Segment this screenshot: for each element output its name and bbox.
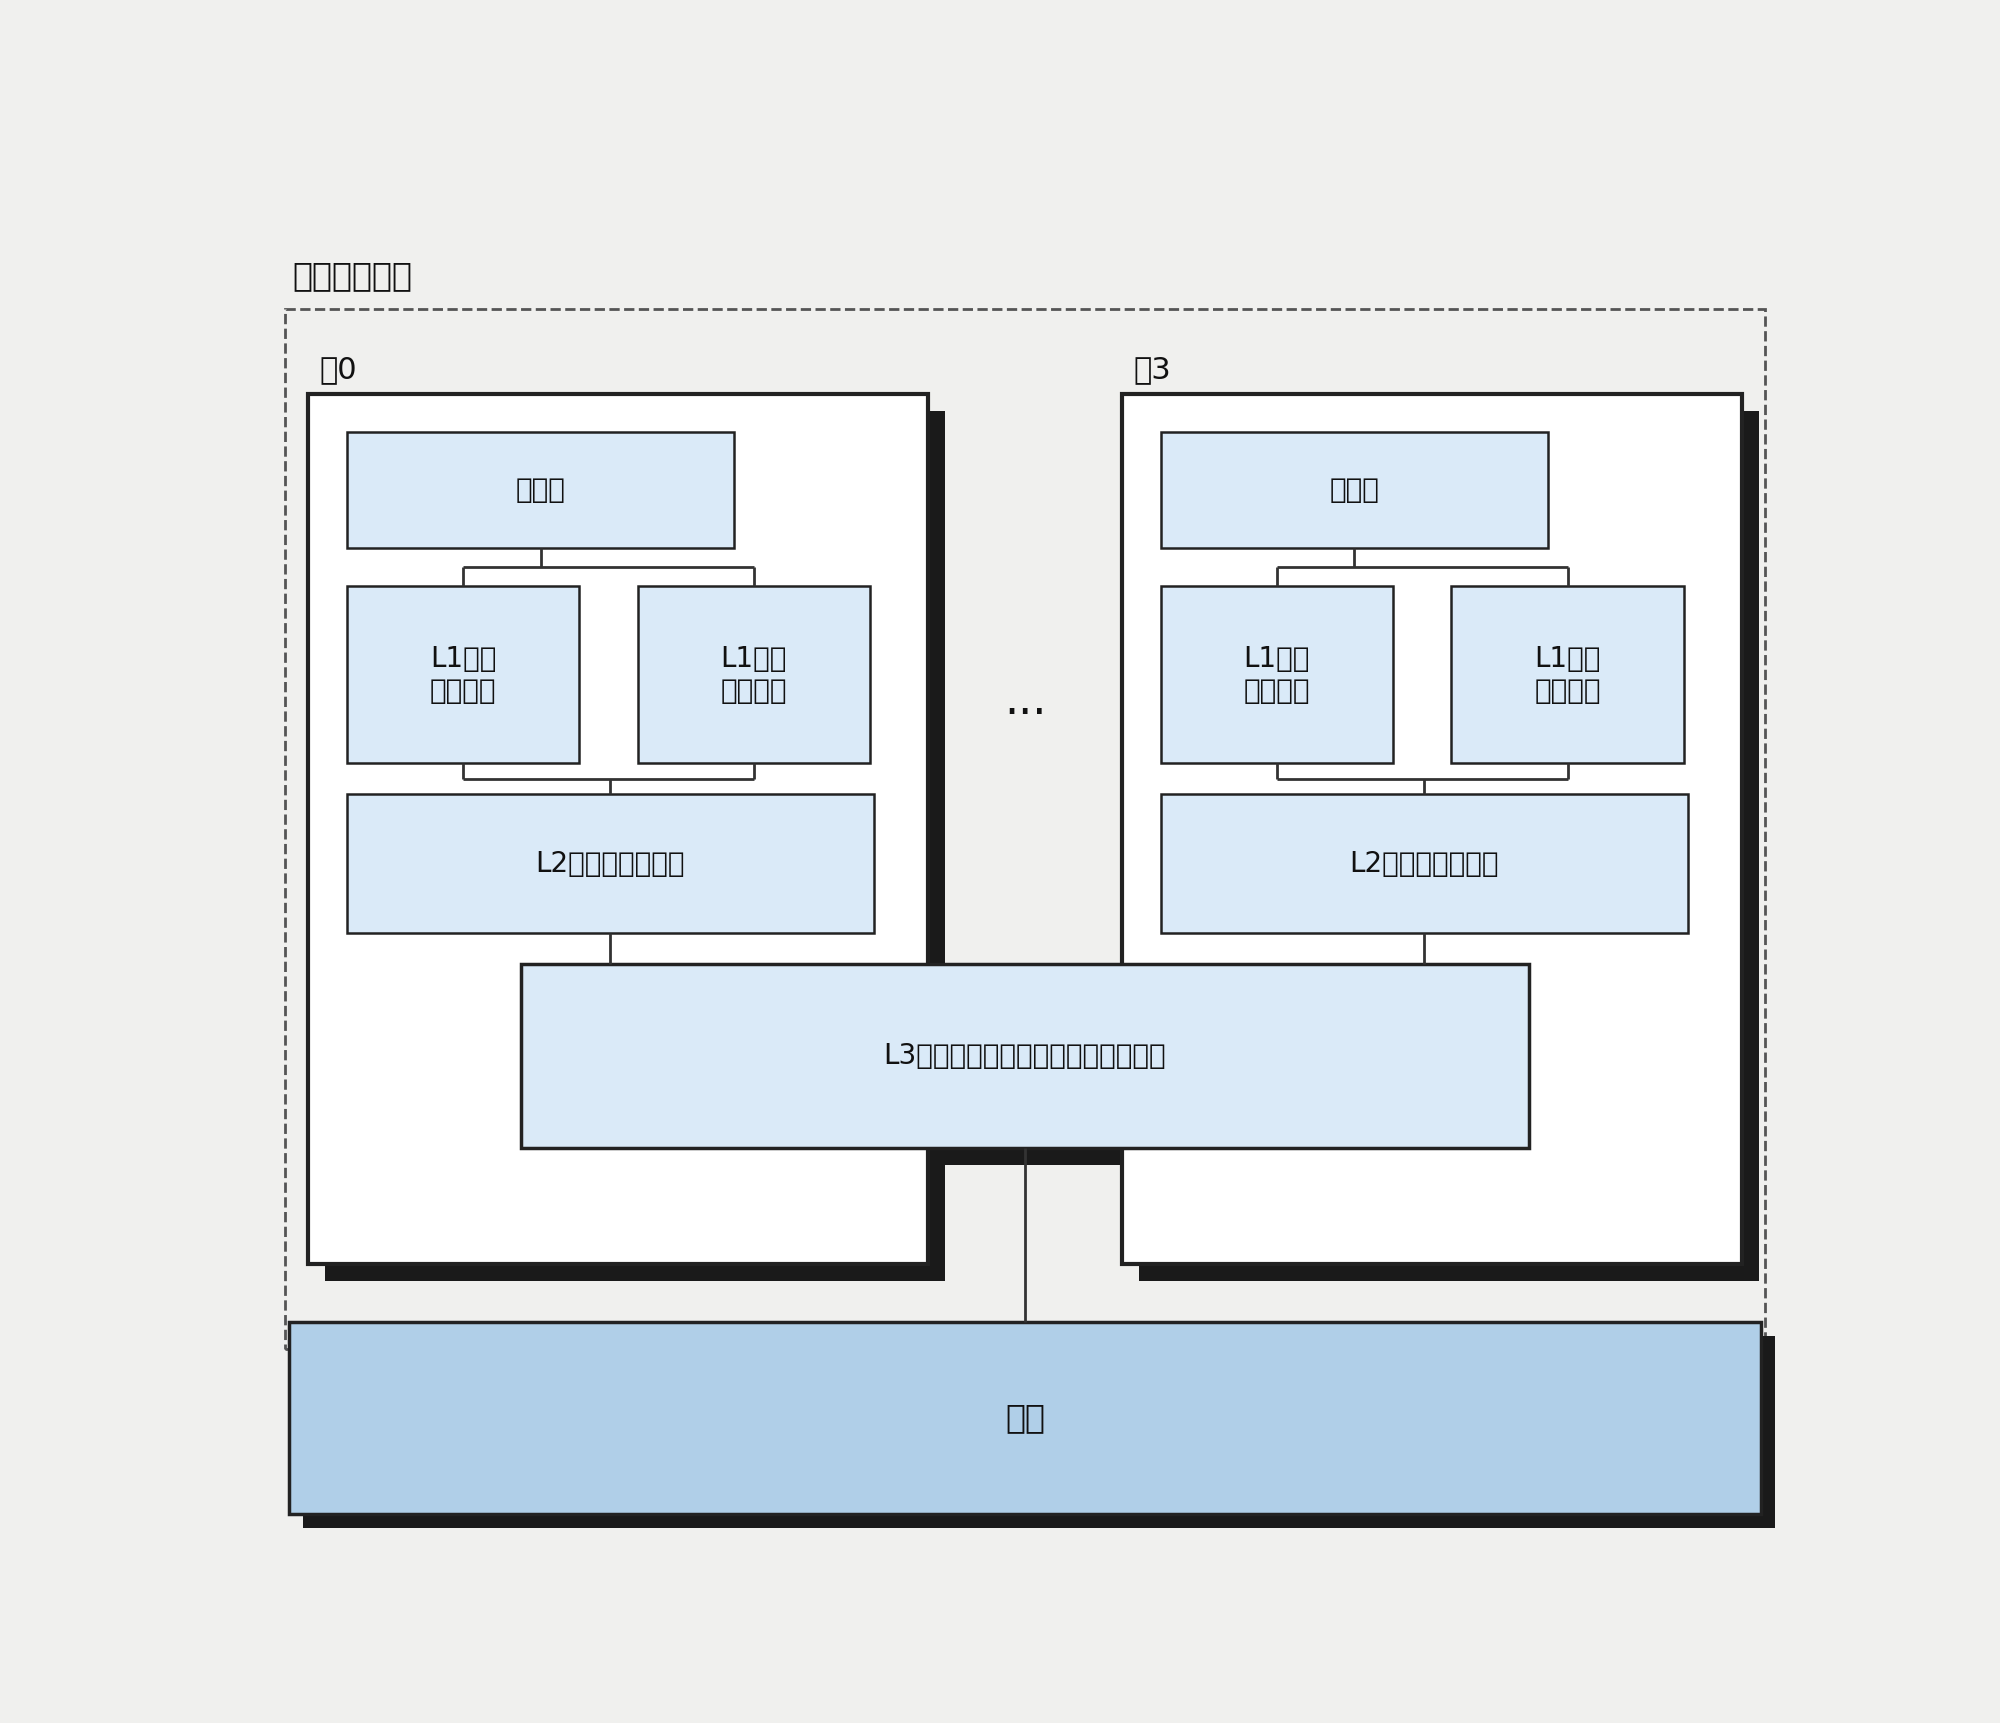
Text: 处理器封装包: 处理器封装包 [292, 258, 412, 293]
Bar [538, 980, 1546, 1165]
Bar [308, 395, 928, 1265]
Text: 主存: 主存 [1006, 1401, 1044, 1435]
Bar [638, 586, 870, 763]
Bar [1138, 410, 1758, 1280]
Text: ...: ... [1004, 681, 1046, 724]
Text: L1数据
高速缓存: L1数据 高速缓存 [1244, 644, 1310, 705]
Bar [326, 410, 946, 1280]
Bar [1122, 395, 1742, 1265]
Bar [302, 1335, 1776, 1528]
Bar [284, 308, 1766, 1349]
Text: L2统一的高速缓存: L2统一的高速缓存 [1350, 849, 1498, 877]
Text: 寄存器: 寄存器 [516, 476, 566, 505]
Bar [288, 1322, 1762, 1515]
Text: L2统一的高速缓存: L2统一的高速缓存 [536, 849, 686, 877]
Bar [1160, 586, 1394, 763]
Text: L1指令
高速缓存: L1指令 高速缓存 [720, 644, 788, 705]
Bar [1160, 794, 1688, 932]
Bar [1452, 586, 1684, 763]
Text: 寄存器: 寄存器 [1330, 476, 1380, 505]
Text: 核3: 核3 [1134, 355, 1172, 384]
Bar [346, 794, 874, 932]
Text: 核0: 核0 [320, 355, 358, 384]
Bar [346, 432, 734, 548]
Bar [346, 586, 580, 763]
Text: L1指令
高速缓存: L1指令 高速缓存 [1534, 644, 1600, 705]
Bar [1160, 432, 1548, 548]
Text: L1数据
高速缓存: L1数据 高速缓存 [430, 644, 496, 705]
Bar [522, 963, 1528, 1149]
Text: L3统一的高速缓存（所有的核共享）: L3统一的高速缓存（所有的核共享） [884, 1042, 1166, 1070]
